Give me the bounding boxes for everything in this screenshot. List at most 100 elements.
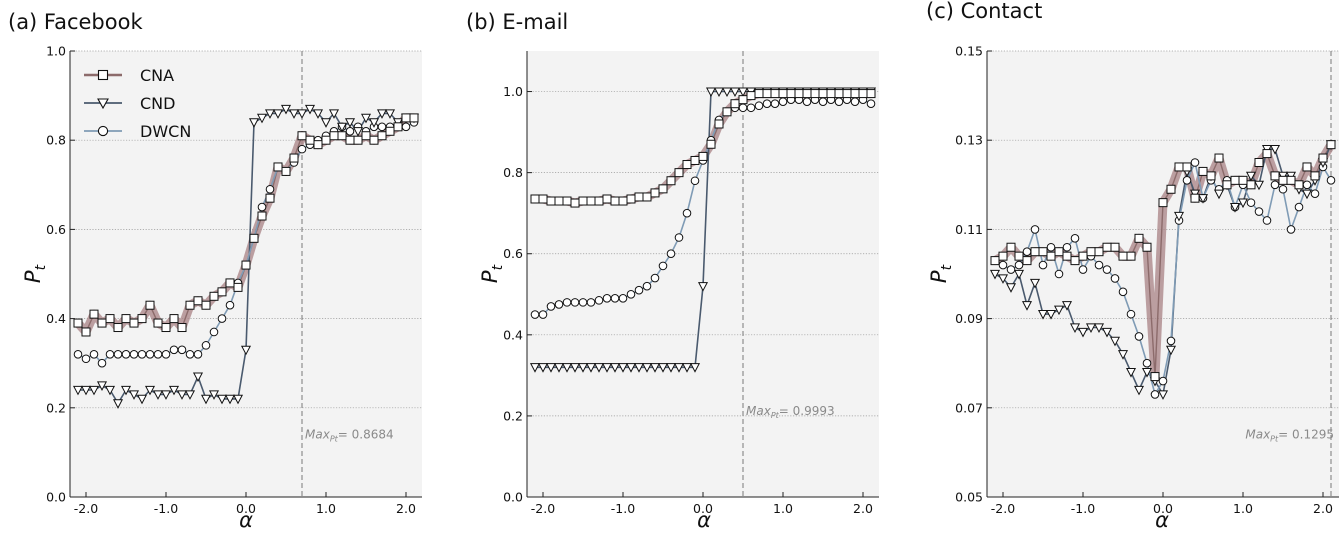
data-point-cnd (176, 390, 188, 400)
data-point-cna (241, 260, 251, 270)
data-point-cna (1102, 242, 1112, 252)
panel-title: (a) Facebook (8, 10, 143, 34)
data-point-cnd (673, 363, 685, 373)
data-point-cna (858, 89, 868, 99)
data-point-dwcn (738, 103, 748, 113)
data-point-cnd (1237, 198, 1249, 209)
data-point-cnd (553, 363, 565, 373)
data-point-cna (1278, 175, 1288, 185)
data-point-cna (594, 196, 604, 206)
data-point-cnd (280, 104, 292, 115)
data-point-dwcn (586, 298, 596, 307)
data-point-cna (1230, 175, 1240, 185)
data-point-cnd (360, 113, 372, 124)
data-point-dwcn (1326, 176, 1336, 185)
data-point-dwcn (137, 349, 147, 359)
data-point-cna (361, 131, 371, 141)
data-point-dwcn (1142, 358, 1152, 368)
data-point-cna (193, 296, 203, 306)
data-point-dwcn (1278, 184, 1288, 194)
data-point-cna (1110, 242, 1120, 252)
y-tick-label: 0.0 (503, 490, 523, 505)
data-point-cnd (296, 109, 308, 119)
data-point-dwcn (1254, 207, 1264, 216)
data-point-dwcn (1262, 216, 1272, 225)
data-point-cnd (625, 363, 637, 373)
data-point-cna (634, 192, 644, 202)
data-point-dwcn (650, 273, 660, 283)
data-point-dwcn (554, 300, 564, 309)
x-tick-label: -2.0 (991, 501, 1015, 516)
data-point-cnd (537, 363, 549, 373)
legend-square-marker (97, 69, 109, 81)
y-tick-label: 0.05 (955, 490, 983, 505)
data-point-cnd (561, 363, 573, 373)
data-point-cna (1222, 180, 1232, 190)
data-point-cnd (200, 394, 212, 405)
data-point-cna (762, 89, 772, 99)
data-point-dwcn (634, 285, 644, 295)
data-point-cnd (593, 363, 605, 373)
data-point-cna (1118, 251, 1128, 261)
max-annotation: MaxPt= 0.9993 (746, 404, 835, 420)
data-point-dwcn (105, 349, 115, 359)
y-tick-label: 0.0 (46, 490, 66, 505)
data-point-dwcn (818, 97, 828, 106)
max-value: = 0.1295 (1278, 428, 1334, 442)
data-point-dwcn (1046, 242, 1056, 252)
data-point-dwcn (225, 300, 235, 310)
data-point-cna (690, 155, 700, 165)
data-point-cnd (112, 399, 124, 409)
data-point-cna (185, 300, 195, 310)
data-point-cna (530, 194, 540, 204)
panel-title: (b) E-mail (466, 10, 568, 34)
data-point-cna (990, 256, 1000, 266)
data-point-dwcn (161, 349, 171, 359)
data-point-cnd (1141, 368, 1153, 378)
data-point-cna (1190, 193, 1200, 203)
data-point-cnd (657, 363, 669, 373)
data-point-cnd (1269, 145, 1281, 155)
data-point-cna (265, 193, 275, 203)
y-axis-label: Pt (21, 264, 49, 283)
data-point-cnd (384, 109, 396, 119)
y-tick-label: 0.8 (503, 165, 523, 180)
max-label: Max (305, 428, 331, 442)
data-point-cnd (152, 390, 164, 400)
max-annotation: MaxPt= 0.1295 (1245, 428, 1334, 444)
data-point-cna (578, 196, 588, 206)
x-tick-label: 1.0 (773, 501, 793, 516)
max-label: Max (746, 404, 772, 418)
data-point-cnd (1109, 336, 1121, 347)
max-subscript: Pt (1270, 435, 1279, 444)
data-point-cna (1174, 162, 1184, 172)
data-point-dwcn (1094, 260, 1104, 270)
data-point-cnd (577, 363, 589, 373)
data-point-cna (97, 318, 107, 328)
data-point-cnd (192, 372, 204, 383)
y-axis-label: Pt (927, 264, 955, 283)
max-value: = 0.9993 (779, 404, 835, 418)
data-point-cnd (1245, 171, 1257, 182)
legend-triangle-marker (97, 98, 109, 110)
x-tick-label: 0.0 (693, 501, 713, 516)
data-point-cna (217, 287, 227, 297)
data-point-cnd (104, 385, 116, 396)
data-point-cna (1182, 162, 1192, 172)
data-point-cna (1254, 158, 1264, 167)
legend: CNA CND DWCN (84, 66, 191, 141)
data-point-dwcn (682, 208, 692, 218)
data-point-cna (1294, 180, 1304, 190)
data-point-cnd (681, 363, 693, 373)
data-point-dwcn (1158, 376, 1168, 386)
data-point-cnd (1125, 368, 1137, 378)
data-point-cna (257, 211, 267, 221)
x-tick-label: 0.0 (236, 501, 256, 516)
data-point-dwcn (546, 302, 556, 311)
data-point-cnd (585, 363, 597, 373)
x-tick-label: -2.0 (74, 501, 98, 516)
data-point-cnd (601, 363, 613, 373)
data-point-cna (1270, 171, 1280, 181)
data-point-cnd (312, 109, 324, 119)
data-point-dwcn (97, 358, 107, 368)
